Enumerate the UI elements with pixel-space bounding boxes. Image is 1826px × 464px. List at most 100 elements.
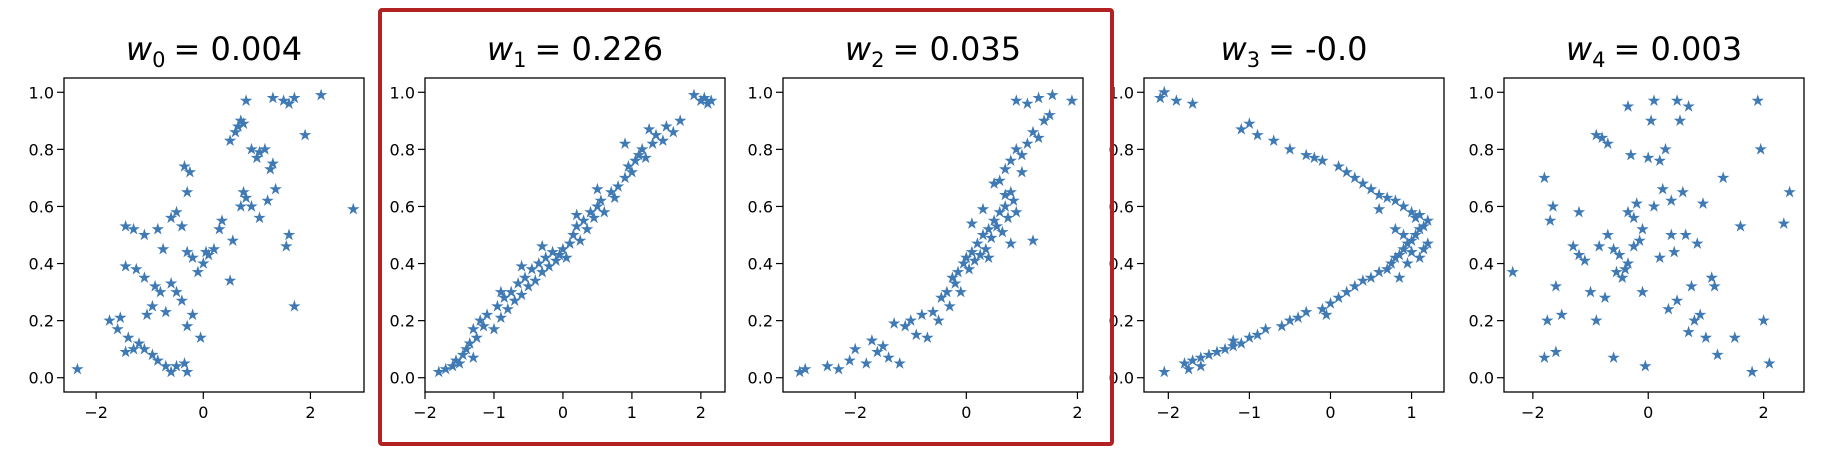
data-point bbox=[175, 294, 189, 306]
data-point bbox=[1633, 234, 1646, 246]
panel-w3: w3 = -0.0 −2 −1 0 1 0.0 0.2 0.4 0.6 0.8 1.0 bbox=[1109, 30, 1445, 422]
y-tick-label: 0.0 bbox=[390, 369, 415, 388]
data-point bbox=[1694, 308, 1707, 321]
data-point bbox=[1705, 271, 1718, 284]
data-point bbox=[1647, 200, 1661, 212]
data-point bbox=[1676, 185, 1689, 198]
data-point bbox=[1593, 239, 1606, 252]
data-point bbox=[1300, 305, 1313, 318]
data-point bbox=[1364, 182, 1378, 195]
data-point bbox=[1659, 142, 1672, 155]
data-point bbox=[151, 222, 164, 235]
data-point bbox=[191, 265, 205, 278]
data-point bbox=[1356, 177, 1370, 189]
panel-w4: w4 = 0.003 −2 0 2 0.0 0.2 0.4 0.6 0.8 1.0 bbox=[1469, 30, 1805, 422]
data-point bbox=[288, 299, 301, 312]
data-point bbox=[1555, 308, 1568, 321]
y-tick-label: 0.0 bbox=[748, 369, 773, 388]
y-tick-label: 0.8 bbox=[29, 140, 54, 159]
data-point bbox=[71, 362, 84, 375]
axes-frame bbox=[1503, 77, 1805, 393]
data-point bbox=[1670, 94, 1684, 107]
data-point bbox=[1538, 171, 1551, 184]
x-tick-label: 1 bbox=[627, 403, 637, 422]
y-tick-label: 0.2 bbox=[390, 312, 415, 331]
y-tick-label: 0.0 bbox=[29, 369, 54, 388]
data-point bbox=[1662, 302, 1675, 315]
data-point bbox=[1682, 325, 1695, 338]
data-point bbox=[280, 239, 293, 252]
data-point bbox=[1644, 114, 1658, 127]
data-point bbox=[119, 259, 132, 272]
data-point bbox=[1679, 228, 1692, 241]
data-point bbox=[261, 194, 274, 206]
x-tick-label: 2 bbox=[1759, 403, 1769, 422]
data-point bbox=[1158, 365, 1171, 378]
plot-area: −2 0 2 0.0 0.2 0.4 0.6 0.8 1.0 bbox=[29, 77, 365, 422]
y-tick-label: 0.8 bbox=[390, 140, 415, 159]
x-tick-label: 0 bbox=[1325, 403, 1335, 422]
panel-title: w3 = -0.0 bbox=[1221, 30, 1368, 72]
data-point bbox=[1572, 205, 1586, 218]
x-tick-label: 0 bbox=[558, 403, 568, 422]
axes-frame bbox=[1143, 77, 1445, 393]
x-tick-label: −2 bbox=[84, 403, 108, 422]
y-tick-label: 0.8 bbox=[1109, 140, 1134, 159]
data-point bbox=[1332, 291, 1345, 304]
axes-frame bbox=[63, 77, 365, 393]
x-tick-label: 2 bbox=[1072, 403, 1082, 422]
data-point bbox=[119, 219, 132, 232]
data-point bbox=[186, 308, 199, 321]
data-point bbox=[1186, 97, 1199, 109]
data-point bbox=[223, 274, 237, 286]
data-point bbox=[215, 214, 229, 226]
x-tick-label: 0 bbox=[1643, 403, 1653, 422]
data-point bbox=[1668, 245, 1681, 258]
data-point bbox=[1601, 228, 1614, 241]
data-point bbox=[159, 305, 172, 318]
y-tick-label: 0.6 bbox=[1469, 197, 1494, 216]
data-point bbox=[111, 322, 124, 335]
plot-area: −2 0 2 0.0 0.2 0.4 0.6 0.8 1.0 bbox=[748, 77, 1084, 422]
data-point bbox=[194, 331, 207, 344]
data-point bbox=[1763, 357, 1776, 369]
data-point bbox=[122, 331, 135, 344]
x-tick-label: −1 bbox=[482, 403, 506, 422]
data-point bbox=[1413, 251, 1426, 264]
data-point bbox=[1291, 311, 1305, 324]
data-point bbox=[1636, 222, 1649, 235]
data-point bbox=[1777, 217, 1790, 229]
data-point bbox=[1544, 214, 1557, 226]
data-point bbox=[1567, 239, 1580, 252]
x-tick-label: 1 bbox=[1406, 403, 1416, 422]
data-point bbox=[1259, 322, 1272, 335]
data-point bbox=[1647, 94, 1661, 107]
data-point bbox=[1243, 117, 1256, 129]
plot-area: −2 −1 0 1 2 0.0 0.2 0.4 0.6 0.8 1.0 bbox=[390, 77, 726, 422]
data-point bbox=[1685, 279, 1698, 292]
data-point bbox=[140, 308, 154, 321]
data-point bbox=[197, 257, 210, 269]
data-point bbox=[1324, 297, 1337, 309]
data-point bbox=[1673, 114, 1687, 127]
y-tick-label: 0.6 bbox=[29, 197, 54, 216]
data-point bbox=[226, 234, 239, 246]
data-point bbox=[1541, 314, 1554, 326]
data-point bbox=[1506, 265, 1519, 278]
data-point bbox=[1267, 134, 1280, 147]
highlight-box bbox=[378, 8, 1114, 446]
data-point bbox=[170, 285, 183, 298]
data-point bbox=[234, 200, 247, 212]
data-point bbox=[1170, 94, 1183, 107]
data-point bbox=[1621, 257, 1635, 269]
data-point bbox=[347, 202, 360, 215]
x-tick-label: 0 bbox=[198, 403, 208, 422]
data-point bbox=[1590, 314, 1603, 326]
data-point bbox=[1348, 171, 1361, 184]
data-point bbox=[1598, 291, 1612, 304]
data-point bbox=[1300, 148, 1313, 161]
x-tick-label: −2 bbox=[1521, 403, 1545, 422]
data-point bbox=[181, 365, 194, 378]
y-tick-label: 0.6 bbox=[390, 197, 415, 216]
